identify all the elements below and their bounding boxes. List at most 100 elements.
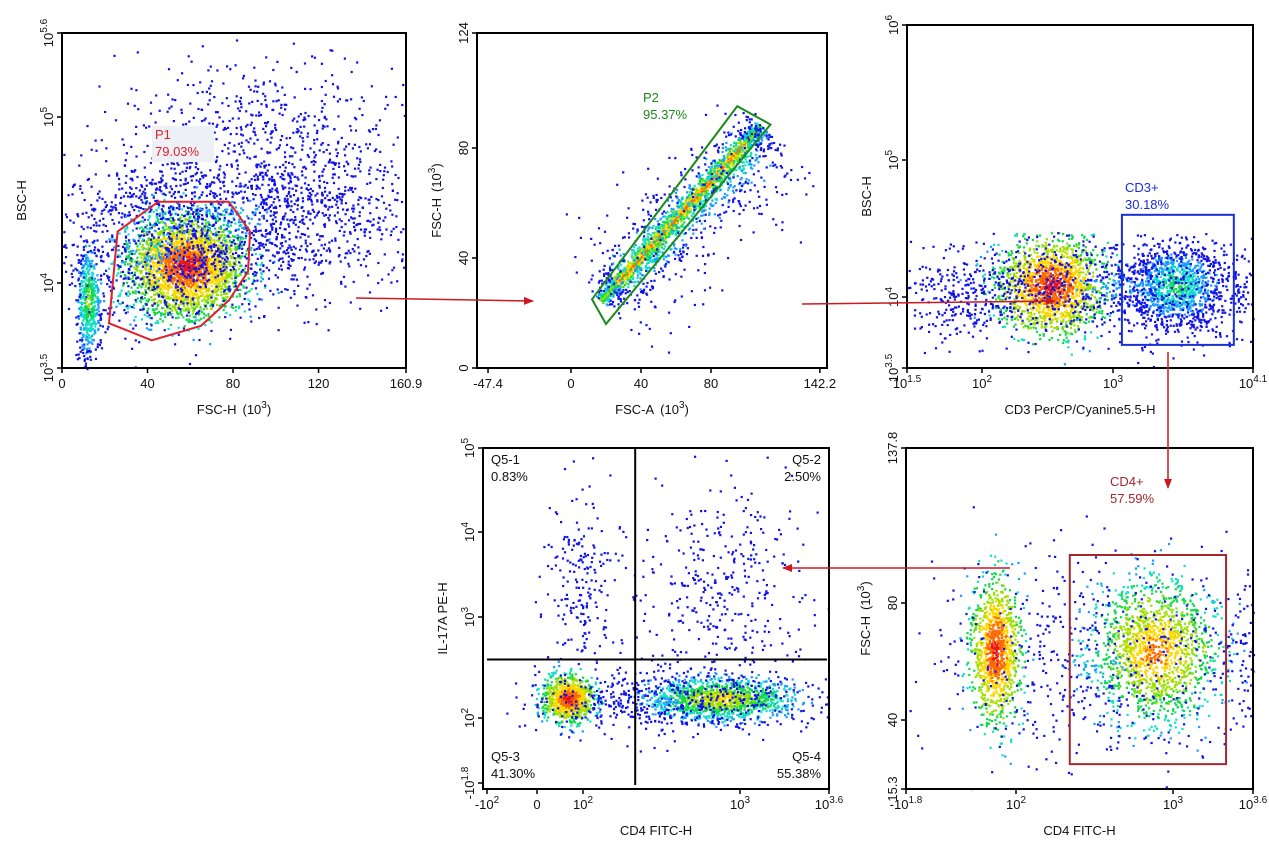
event-dot <box>249 300 251 302</box>
event-dot <box>126 282 128 284</box>
event-dot <box>278 292 280 294</box>
event-dot <box>136 257 138 259</box>
event-dot <box>281 291 283 293</box>
event-dot <box>211 239 213 241</box>
event-dot <box>78 318 80 320</box>
event-dot <box>207 313 209 315</box>
event-dot <box>269 238 271 240</box>
event-dot <box>132 292 134 294</box>
event-dot <box>199 306 201 308</box>
event-dot <box>76 324 78 326</box>
event-dot <box>207 296 209 298</box>
event-dot <box>205 277 207 279</box>
event-dot <box>160 288 162 290</box>
event-dot <box>97 320 99 322</box>
event-dot <box>88 303 90 305</box>
event-dot <box>121 290 123 292</box>
event-dot <box>93 230 95 232</box>
event-dot <box>142 244 144 246</box>
event-dot <box>93 333 95 335</box>
event-dot <box>176 312 178 314</box>
event-dot <box>102 325 104 327</box>
event-dot <box>96 255 98 257</box>
event-dot <box>207 302 209 304</box>
event-dot <box>140 286 142 288</box>
event-dot <box>145 284 147 286</box>
event-dot <box>241 255 243 257</box>
event-dot <box>162 289 164 291</box>
event-dot <box>92 306 94 308</box>
event-dot <box>81 349 83 351</box>
event-dot <box>160 312 162 314</box>
event-dot <box>146 243 148 245</box>
event-dot <box>140 252 142 254</box>
event-dot <box>103 300 105 302</box>
event-dot <box>210 271 212 273</box>
event-dot <box>88 216 90 218</box>
event-dot <box>257 139 259 141</box>
event-dot <box>93 309 95 311</box>
event-dot <box>183 162 185 164</box>
event-dot <box>173 238 175 240</box>
event-dot <box>168 267 170 269</box>
event-dot <box>99 325 101 327</box>
event-dot <box>200 292 202 294</box>
event-dot <box>235 185 237 187</box>
event-dot <box>82 302 84 304</box>
event-dot <box>261 262 263 264</box>
event-dot <box>187 262 189 264</box>
event-dot <box>126 242 128 244</box>
event-dot <box>186 219 188 221</box>
event-dot <box>69 219 71 221</box>
event-dot <box>225 286 227 288</box>
event-dot <box>222 288 224 290</box>
event-dot <box>86 280 88 282</box>
event-dot <box>200 242 202 244</box>
event-dot <box>244 256 246 258</box>
event-dot <box>195 283 197 285</box>
event-dot <box>86 319 88 321</box>
event-dot <box>219 282 221 284</box>
event-dot <box>177 276 179 278</box>
event-dot <box>107 328 109 330</box>
event-dot <box>96 308 98 310</box>
event-dot <box>149 247 151 249</box>
event-dot <box>99 344 101 346</box>
event-dot <box>85 339 87 341</box>
event-dot <box>279 144 281 146</box>
event-dot <box>163 236 165 238</box>
event-dot <box>135 290 137 292</box>
event-dot <box>103 273 105 275</box>
event-dot <box>193 271 195 273</box>
event-dot <box>213 239 215 241</box>
event-dot <box>173 276 175 278</box>
event-dot <box>144 314 146 316</box>
event-dot <box>230 265 232 267</box>
event-dot <box>226 276 228 278</box>
event-dot <box>189 213 191 215</box>
event-dot <box>201 300 203 302</box>
event-dot <box>219 305 221 307</box>
event-dot <box>100 339 102 341</box>
event-dot <box>90 351 92 353</box>
event-dot <box>152 309 154 311</box>
event-dot <box>86 348 88 350</box>
event-dot <box>250 316 252 318</box>
event-dot <box>170 324 172 326</box>
event-dot <box>182 192 184 194</box>
event-dot <box>197 205 199 207</box>
event-dot <box>85 305 87 307</box>
event-dot <box>83 327 85 329</box>
event-dot <box>122 285 124 287</box>
event-dot <box>216 294 218 296</box>
event-dot <box>94 246 96 248</box>
event-dot <box>229 314 231 316</box>
event-dot <box>83 355 85 357</box>
event-dot <box>211 321 213 323</box>
event-dot <box>78 278 80 280</box>
event-dot <box>88 309 90 311</box>
event-dot <box>150 329 152 331</box>
event-dot <box>132 278 134 280</box>
event-dot <box>80 263 82 265</box>
event-dot <box>252 211 254 213</box>
